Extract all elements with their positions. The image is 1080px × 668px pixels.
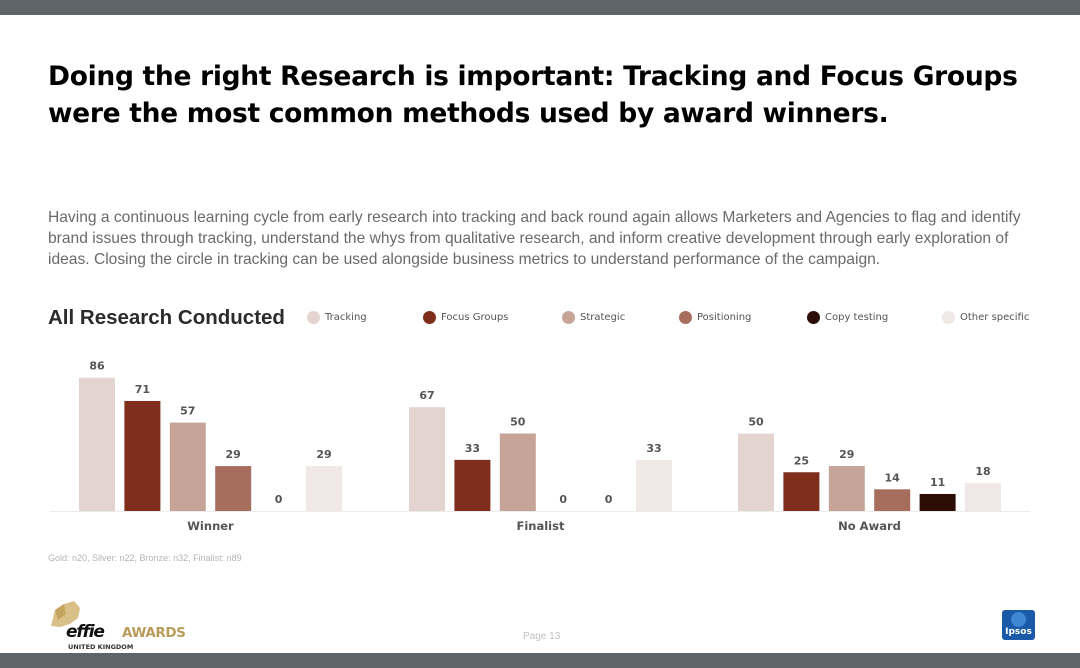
effie-region-text: UNITED KINGDOM bbox=[68, 643, 134, 651]
bar-winner-strategic bbox=[169, 422, 206, 511]
data-label-winner-tracking: 86 bbox=[89, 360, 105, 373]
bar-no-award-strategic bbox=[828, 466, 865, 511]
data-label-finalist-tracking: 67 bbox=[419, 389, 434, 402]
legend-item-strategic: Strategic bbox=[562, 309, 625, 325]
bar-no-award-tracking bbox=[738, 433, 774, 511]
slide-title: Doing the right Research is important: T… bbox=[48, 61, 1018, 129]
bar-finalist-focus-groups bbox=[454, 459, 491, 511]
data-label-no-award-focus-groups: 25 bbox=[794, 454, 809, 467]
data-label-finalist-positioning: 0 bbox=[559, 493, 567, 506]
data-label-winner-copy-testing: 0 bbox=[275, 493, 283, 506]
legend-label-copy-testing: Copy testing bbox=[825, 311, 889, 323]
legend-item-copy-testing: Copy testing bbox=[807, 309, 888, 325]
page-number: Page 13 bbox=[523, 631, 561, 642]
bar-no-award-positioning bbox=[874, 489, 911, 511]
sample-size-footnote: Gold: n20, Silver: n22, Bronze: n32, Fin… bbox=[48, 553, 242, 563]
legend-label-other-specific: Other specific bbox=[960, 311, 1030, 323]
data-label-finalist-copy-testing: 0 bbox=[605, 493, 613, 506]
bar-winner-focus-groups bbox=[124, 400, 161, 511]
bar-no-award-other-specific bbox=[965, 483, 1001, 511]
legend-label-positioning: Positioning bbox=[697, 311, 752, 323]
ipsos-arc-icon bbox=[1011, 612, 1026, 627]
category-label-winner: Winner bbox=[187, 519, 234, 533]
effie-awards-text: AWARDS bbox=[122, 625, 186, 641]
data-label-finalist-strategic: 50 bbox=[510, 416, 526, 429]
research-bar-chart: 86 71 57 29 0 29 Winner 67 33 50 0 0 33 Finalist 50 25 2… bbox=[50, 360, 1030, 533]
effie-wordmark: effie bbox=[66, 622, 105, 642]
data-label-no-award-other-specific: 18 bbox=[975, 465, 990, 478]
bar-no-award-copy-testing bbox=[919, 493, 956, 511]
ipsos-wordmark: Ipsos bbox=[1005, 627, 1032, 637]
legend-item-tracking: Tracking bbox=[307, 309, 367, 325]
legend-swatch-positioning bbox=[679, 310, 692, 324]
data-label-winner-strategic: 57 bbox=[180, 405, 195, 418]
bar-winner-other-specific bbox=[306, 466, 342, 511]
legend-label-tracking: Tracking bbox=[325, 311, 367, 323]
category-label-finalist: Finalist bbox=[517, 519, 565, 533]
bar-no-award-focus-groups bbox=[783, 472, 820, 511]
data-label-winner-positioning: 29 bbox=[226, 448, 241, 461]
data-label-winner-other-specific: 29 bbox=[316, 448, 331, 461]
legend-label-focus-groups: Focus Groups bbox=[441, 311, 509, 323]
data-label-no-award-copy-testing: 11 bbox=[930, 476, 945, 489]
category-label-no-award: No Award bbox=[838, 519, 901, 533]
data-label-finalist-focus-groups: 33 bbox=[465, 442, 480, 455]
data-label-finalist-other-specific: 33 bbox=[646, 442, 661, 455]
bar-winner-positioning bbox=[215, 466, 252, 511]
data-label-no-award-strategic: 29 bbox=[839, 448, 854, 461]
legend-swatch-tracking bbox=[307, 310, 320, 324]
legend-label-strategic: Strategic bbox=[580, 311, 626, 323]
bottom-bar bbox=[0, 653, 1080, 668]
effie-awards-logo: effie AWARDS UNITED KINGDOM bbox=[44, 600, 186, 652]
bar-finalist-tracking bbox=[409, 407, 445, 511]
data-label-no-award-tracking: 50 bbox=[748, 416, 764, 429]
ipsos-logo: Ipsos bbox=[1002, 610, 1035, 640]
data-label-winner-focus-groups: 71 bbox=[135, 383, 150, 396]
bar-finalist-other-specific bbox=[636, 459, 672, 511]
legend-swatch-strategic bbox=[562, 310, 575, 324]
legend-item-positioning: Positioning bbox=[679, 309, 751, 325]
slide-description: Having a continuous learning cycle from … bbox=[48, 209, 1021, 268]
data-label-no-award-positioning: 14 bbox=[885, 471, 901, 484]
top-bar bbox=[0, 0, 1080, 15]
bar-finalist-strategic bbox=[499, 433, 536, 511]
legend-item-other-specific: Other specific bbox=[942, 309, 1029, 325]
legend-item-focus-groups: Focus Groups bbox=[423, 309, 508, 325]
legend-swatch-focus-groups bbox=[423, 310, 436, 324]
chart-heading: All Research Conducted bbox=[48, 306, 285, 329]
bar-winner-tracking bbox=[79, 377, 115, 511]
legend-swatch-other-specific bbox=[942, 310, 955, 324]
legend-swatch-copy-testing bbox=[807, 310, 820, 324]
effie-trophy-icon bbox=[51, 601, 80, 627]
